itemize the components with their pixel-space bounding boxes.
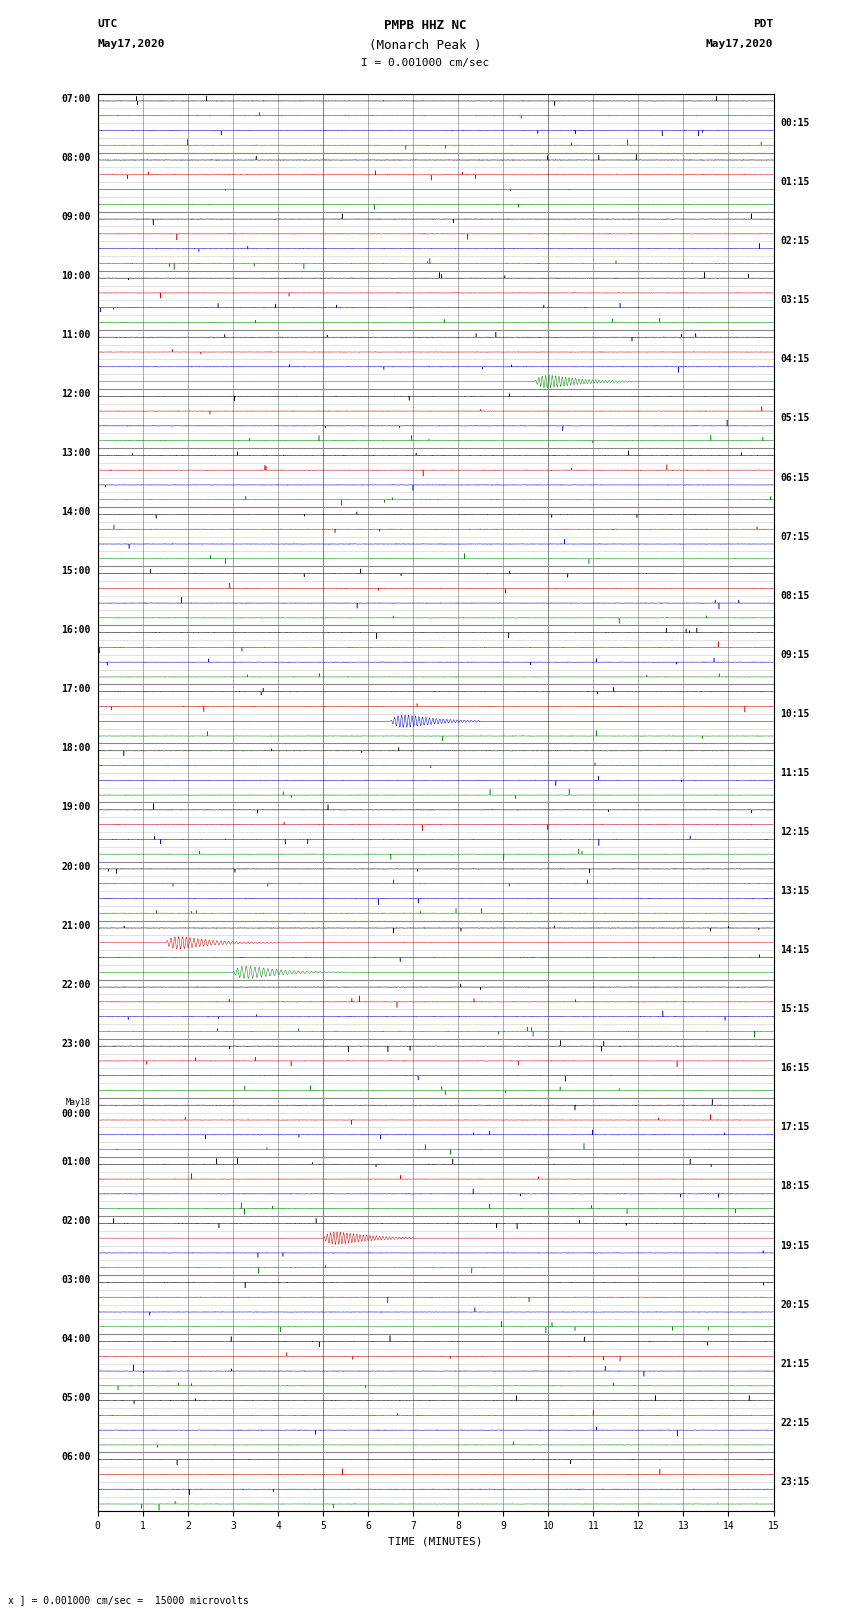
Text: 12:00: 12:00: [61, 389, 91, 398]
Text: 12:15: 12:15: [780, 827, 810, 837]
Text: May17,2020: May17,2020: [98, 39, 165, 48]
Text: 16:00: 16:00: [61, 626, 91, 636]
Text: 06:15: 06:15: [780, 473, 810, 482]
Text: 05:00: 05:00: [61, 1394, 91, 1403]
Text: 22:15: 22:15: [780, 1418, 810, 1428]
Text: 02:15: 02:15: [780, 235, 810, 247]
Text: x ] = 0.001000 cm/sec =  15000 microvolts: x ] = 0.001000 cm/sec = 15000 microvolts: [8, 1595, 249, 1605]
Text: 01:00: 01:00: [61, 1157, 91, 1166]
Text: 08:15: 08:15: [780, 590, 810, 600]
Text: 02:00: 02:00: [61, 1216, 91, 1226]
Text: 03:15: 03:15: [780, 295, 810, 305]
Text: 06:00: 06:00: [61, 1452, 91, 1463]
Text: 21:15: 21:15: [780, 1358, 810, 1369]
Text: 19:00: 19:00: [61, 803, 91, 813]
Text: 11:00: 11:00: [61, 329, 91, 340]
Text: 00:15: 00:15: [780, 118, 810, 127]
Text: 17:15: 17:15: [780, 1123, 810, 1132]
Text: 01:15: 01:15: [780, 177, 810, 187]
Text: PDT: PDT: [753, 19, 774, 29]
Text: 14:00: 14:00: [61, 506, 91, 518]
Text: 20:15: 20:15: [780, 1300, 810, 1310]
Text: 09:00: 09:00: [61, 211, 91, 221]
Text: 13:15: 13:15: [780, 886, 810, 897]
Text: 14:15: 14:15: [780, 945, 810, 955]
Text: I = 0.001000 cm/sec: I = 0.001000 cm/sec: [361, 58, 489, 68]
Text: 16:15: 16:15: [780, 1063, 810, 1073]
Text: 21:00: 21:00: [61, 921, 91, 931]
Text: 15:00: 15:00: [61, 566, 91, 576]
Text: 15:15: 15:15: [780, 1005, 810, 1015]
Text: 09:15: 09:15: [780, 650, 810, 660]
Text: 18:15: 18:15: [780, 1181, 810, 1192]
Text: 19:15: 19:15: [780, 1240, 810, 1250]
Text: PMPB HHZ NC: PMPB HHZ NC: [383, 19, 467, 32]
Text: 03:00: 03:00: [61, 1274, 91, 1286]
Text: 07:00: 07:00: [61, 94, 91, 103]
Text: 20:00: 20:00: [61, 861, 91, 871]
Text: 08:00: 08:00: [61, 153, 91, 163]
Text: 22:00: 22:00: [61, 979, 91, 990]
Text: 04:15: 04:15: [780, 355, 810, 365]
Text: 10:15: 10:15: [780, 708, 810, 719]
Text: 00:00: 00:00: [61, 1110, 91, 1119]
X-axis label: TIME (MINUTES): TIME (MINUTES): [388, 1537, 483, 1547]
Text: 17:00: 17:00: [61, 684, 91, 694]
Text: 23:15: 23:15: [780, 1478, 810, 1487]
Text: May17,2020: May17,2020: [706, 39, 774, 48]
Text: (Monarch Peak ): (Monarch Peak ): [369, 39, 481, 52]
Text: 11:15: 11:15: [780, 768, 810, 777]
Text: 04:00: 04:00: [61, 1334, 91, 1344]
Text: 23:00: 23:00: [61, 1039, 91, 1048]
Text: May18: May18: [66, 1098, 91, 1107]
Text: 18:00: 18:00: [61, 744, 91, 753]
Text: 07:15: 07:15: [780, 532, 810, 542]
Text: 10:00: 10:00: [61, 271, 91, 281]
Text: 05:15: 05:15: [780, 413, 810, 424]
Text: UTC: UTC: [98, 19, 118, 29]
Text: 13:00: 13:00: [61, 448, 91, 458]
